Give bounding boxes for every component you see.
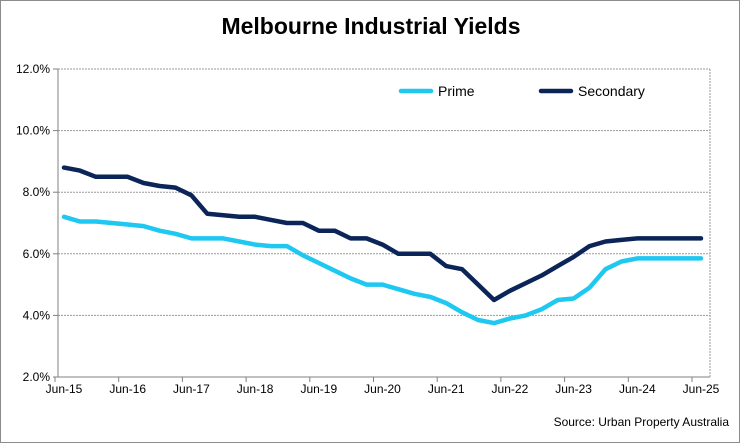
x-tick-label: Jun-22 (492, 382, 529, 396)
y-tick-label: 2.0% (23, 370, 51, 384)
x-tick-label: Jun-18 (237, 382, 274, 396)
y-tick-label: 4.0% (23, 308, 51, 322)
y-tick-label: 12.0% (16, 62, 50, 76)
x-tick-label: Jun-23 (555, 382, 592, 396)
x-tick-label: Jun-15 (46, 382, 83, 396)
y-tick-label: 6.0% (23, 247, 51, 261)
x-tick-label: Jun-25 (683, 382, 720, 396)
y-tick-label: 8.0% (23, 185, 51, 199)
chart-title: Melbourne Industrial Yields (221, 13, 521, 39)
legend-label-secondary: Secondary (578, 83, 645, 99)
x-tick-label: Jun-21 (428, 382, 465, 396)
x-tick-label: Jun-20 (364, 382, 401, 396)
x-tick-label: Jun-19 (300, 382, 337, 396)
series-line-prime (61, 214, 704, 326)
y-tick-label: 10.0% (16, 124, 50, 138)
source-note: Source: Urban Property Australia (553, 415, 729, 429)
series-line-secondary (61, 165, 704, 303)
x-tick-label: Jun-24 (619, 382, 656, 396)
x-tick-label: Jun-16 (109, 382, 146, 396)
legend-label-prime: Prime (438, 83, 475, 99)
x-tick-label: Jun-17 (173, 382, 210, 396)
